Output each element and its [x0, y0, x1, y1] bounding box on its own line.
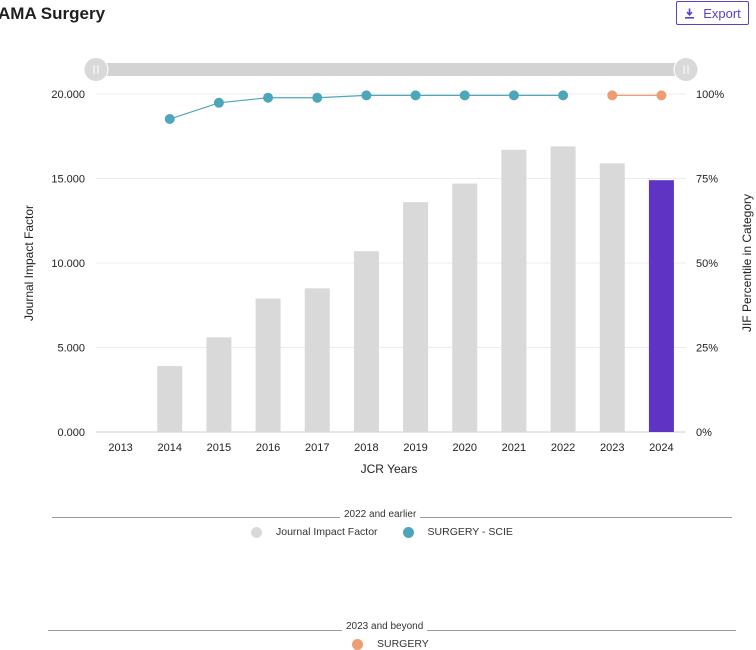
x-tick-label: 2015: [207, 442, 231, 454]
bar: [452, 183, 478, 432]
x-tick-label: 2022: [551, 442, 575, 454]
legend-label: SURGERY - SCIE: [427, 526, 513, 538]
legend-swatch: [402, 526, 414, 538]
y-tick-label: 0.000: [57, 427, 85, 439]
range-slider-track[interactable]: [90, 63, 688, 76]
y-tick-label-right: 75%: [696, 174, 718, 186]
legend-group: Journal Impact Factor SURGERY - SCIE: [251, 526, 513, 538]
bar: [403, 202, 429, 432]
y-axis-right-title: JIF Percentile in Category: [740, 194, 754, 332]
y-axis-right: 0% 25% 50% 75% 100%: [696, 89, 724, 439]
legend-group-title: 2023 and beyond: [342, 621, 428, 632]
chart: 0.000 5.000 10.000 15.000 20.000 0% 25% 50% 75%…: [22, 57, 754, 476]
legend-item-journal-impact-factor[interactable]: Journal Impact Factor: [251, 526, 378, 538]
line-series: [164, 90, 667, 125]
surgery-scie-point: [312, 92, 323, 103]
legend-group-title: 2022 and earlier: [340, 509, 421, 520]
bar: [304, 288, 330, 432]
y-tick-label: 15.000: [51, 174, 85, 186]
range-slider-handle-left[interactable]: [83, 57, 109, 82]
legend-item-surgery[interactable]: SURGERY: [352, 638, 429, 650]
range-slider-handle-right[interactable]: [673, 57, 699, 82]
x-axis: 2013 2014 2015 2016 2017 2018 2019 2020 2021 2022…: [108, 442, 673, 454]
bar: [206, 337, 232, 432]
x-tick-label: 2019: [403, 442, 427, 454]
bar: [353, 251, 379, 432]
legend-swatch: [352, 638, 363, 650]
legend-group: SURGERY: [352, 638, 429, 650]
x-tick-label: 2020: [453, 442, 477, 454]
x-tick-label: 2024: [649, 442, 673, 454]
y-axis-left: 0.000 5.000 10.000 15.000 20.000: [51, 89, 85, 439]
bar: [255, 298, 281, 432]
bar: [648, 180, 674, 432]
legend-swatch: [251, 526, 262, 538]
surgery-point: [607, 90, 618, 101]
y-tick-label-right: 50%: [696, 258, 718, 270]
x-tick-label: 2017: [305, 442, 329, 454]
y-tick-label: 10.000: [51, 258, 85, 270]
bar: [501, 149, 527, 432]
range-slider[interactable]: [83, 57, 699, 82]
download-icon: [684, 8, 695, 19]
bar: [157, 366, 183, 432]
x-tick-label: 2021: [502, 442, 526, 454]
legend-label: Journal Impact Factor: [276, 526, 378, 538]
surgery-scie-point: [459, 90, 470, 101]
y-tick-label: 5.000: [57, 343, 85, 355]
legend-label: SURGERY: [377, 638, 429, 650]
y-tick-label-right: 0%: [696, 427, 712, 439]
x-axis-title: JCR Years: [361, 462, 418, 476]
surgery-scie-point: [508, 90, 519, 101]
surgery-scie-point: [213, 97, 224, 108]
surgery-scie-point: [263, 92, 274, 103]
bar: [550, 146, 576, 432]
surgery-scie-point: [361, 90, 372, 101]
legend-item-surgery-scie[interactable]: SURGERY - SCIE: [402, 526, 513, 538]
surgery-scie-point: [410, 90, 421, 101]
surgery-point: [656, 90, 667, 101]
surgery-scie-point: [558, 90, 569, 101]
x-tick-label: 2023: [600, 442, 624, 454]
surgery-scie-point: [164, 114, 175, 125]
y-tick-label-right: 25%: [696, 343, 718, 355]
x-tick-label: 2013: [108, 442, 132, 454]
page-title: AMA Surgery: [0, 4, 106, 23]
x-tick-label: 2018: [354, 442, 378, 454]
y-tick-label: 20.000: [51, 89, 85, 101]
y-axis-title: Journal Impact Factor: [22, 205, 36, 321]
grid-lines: [96, 93, 686, 433]
export-button[interactable]: Export: [676, 1, 749, 25]
x-tick-label: 2014: [158, 442, 182, 454]
bars: [157, 146, 674, 433]
export-label: Export: [703, 5, 741, 21]
bar: [599, 163, 625, 433]
x-tick-label: 2016: [256, 442, 280, 454]
y-tick-label-right: 100%: [696, 89, 724, 101]
